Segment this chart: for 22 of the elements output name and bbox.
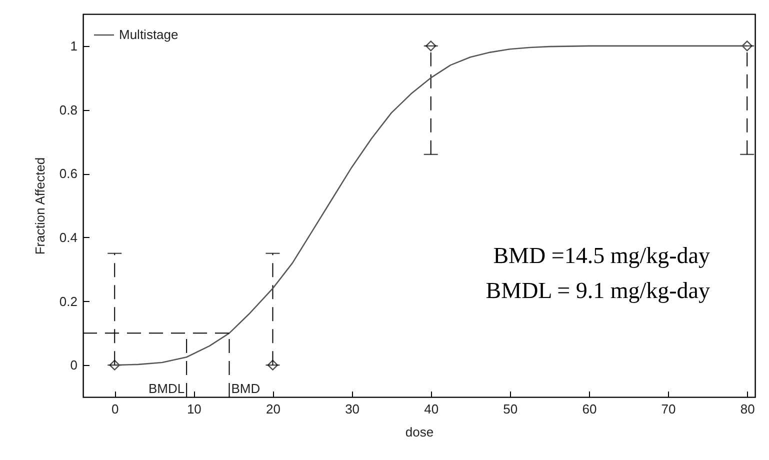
x-tick-label: 50: [503, 402, 518, 416]
x-tick-label: 0: [112, 402, 119, 416]
x-tick-label: 60: [582, 402, 597, 416]
y-tick-label: 0.8: [59, 102, 78, 118]
x-tick-label: 20: [266, 402, 280, 416]
y-tick-label: 0.4: [59, 230, 78, 245]
x-tick-label: 10: [186, 402, 202, 416]
legend-label: Multistage: [119, 27, 178, 42]
annotation: BMD =14.5 mg/kg-day: [493, 243, 710, 268]
x-axis-title: dose: [405, 424, 434, 440]
x-tick-label: 30: [345, 402, 360, 416]
y-axis-title: Fraction Affected: [32, 157, 48, 255]
x-tick-label: 80: [740, 402, 755, 416]
x-tick-label: 40: [424, 402, 439, 416]
y-tick-label: 0.2: [59, 294, 78, 309]
y-tick-label: 1: [70, 38, 78, 54]
annotation: BMDL = 9.1 mg/kg-day: [486, 278, 710, 303]
x-tick-label: 70: [661, 402, 676, 416]
y-tick-label: 0: [70, 358, 78, 373]
y-tick-label: 0.6: [59, 166, 78, 182]
ref-line-label: BMDL: [148, 381, 185, 396]
ref-line-label: BMD: [231, 381, 260, 396]
